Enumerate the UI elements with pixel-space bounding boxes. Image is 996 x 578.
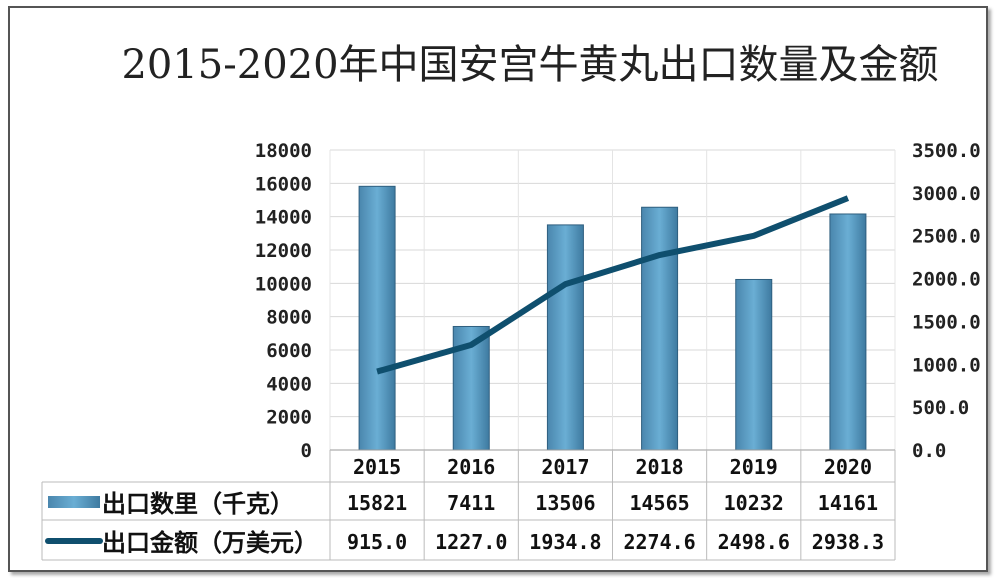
left-tick-label: 6000 bbox=[266, 340, 312, 362]
right-tick-label: 2000.0 bbox=[912, 269, 981, 291]
left-tick-label: 8000 bbox=[266, 307, 312, 329]
right-tick-label: 3500.0 bbox=[912, 140, 981, 162]
data-label: 7411 bbox=[447, 491, 495, 515]
line-series bbox=[376, 195, 850, 375]
category-label: 2016 bbox=[447, 455, 495, 479]
bar-2015 bbox=[358, 185, 396, 451]
category-label: 2018 bbox=[635, 455, 683, 479]
right-tick-label: 1000.0 bbox=[912, 354, 981, 376]
legend-label: 出口金额（万美元） bbox=[102, 529, 318, 557]
right-tick-label: 500.0 bbox=[912, 397, 969, 419]
data-label: 1934.8 bbox=[529, 530, 601, 554]
left-tick-label: 4000 bbox=[266, 373, 312, 395]
legend-label: 出口数里（千克） bbox=[102, 490, 294, 518]
data-label: 2938.3 bbox=[812, 530, 884, 554]
left-tick-label: 18000 bbox=[255, 140, 312, 162]
right-tick-label: 0.0 bbox=[912, 440, 946, 462]
data-label: 2274.6 bbox=[623, 530, 695, 554]
bar-2017 bbox=[546, 224, 584, 451]
bar-2018 bbox=[641, 206, 679, 451]
data-label: 15821 bbox=[347, 491, 407, 515]
left-tick-label: 0 bbox=[301, 440, 312, 462]
left-tick-label: 2000 bbox=[266, 407, 312, 429]
data-label: 10232 bbox=[724, 491, 784, 515]
legend-bar-swatch bbox=[48, 496, 100, 508]
data-label: 14161 bbox=[818, 491, 878, 515]
data-label: 13506 bbox=[535, 491, 595, 515]
left-tick-label: 12000 bbox=[255, 240, 312, 262]
bar-2020 bbox=[829, 213, 867, 451]
bar-2019 bbox=[735, 278, 773, 451]
right-tick-label: 2500.0 bbox=[912, 226, 981, 248]
data-label: 915.0 bbox=[347, 530, 407, 554]
left-tick-label: 14000 bbox=[255, 207, 312, 229]
right-tick-label: 1500.0 bbox=[912, 311, 981, 333]
category-label: 2019 bbox=[730, 455, 778, 479]
right-tick-label: 3000.0 bbox=[912, 183, 981, 205]
category-label: 2017 bbox=[541, 455, 589, 479]
data-label: 2498.6 bbox=[718, 530, 790, 554]
category-label: 2015 bbox=[353, 455, 401, 479]
left-tick-label: 16000 bbox=[255, 173, 312, 195]
chart-frame bbox=[8, 6, 988, 572]
chart-title: 2015-2020年中国安宫牛黄丸出口数量及金额 bbox=[121, 42, 939, 88]
category-label: 2020 bbox=[824, 455, 872, 479]
left-tick-label: 10000 bbox=[255, 273, 312, 295]
data-label: 14565 bbox=[629, 491, 689, 515]
data-label: 1227.0 bbox=[435, 530, 507, 554]
